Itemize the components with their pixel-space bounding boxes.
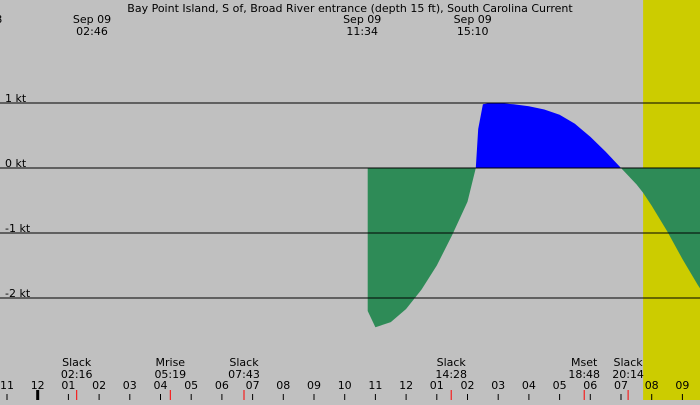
x-tick-label: 02: [92, 379, 106, 392]
x-tick-label: 09: [675, 379, 689, 392]
flood-current-area: [367, 103, 700, 168]
event-label: Sep 09: [454, 13, 492, 26]
y-tick-label: -1 kt: [5, 222, 31, 235]
x-tick-label: 01: [61, 379, 75, 392]
x-tick-label: 02: [461, 379, 475, 392]
x-tick-label: 08: [276, 379, 290, 392]
y-tick-label: -2 kt: [5, 287, 31, 300]
x-tick-label: 04: [154, 379, 168, 392]
x-tick-label: 04: [522, 379, 536, 392]
event-label: Sep 08: [0, 13, 2, 26]
event-label: Mset: [571, 356, 598, 369]
event-label: Sep 09: [343, 13, 381, 26]
event-label: Sep 09: [73, 13, 111, 26]
x-tick-label: 05: [553, 379, 567, 392]
x-tick-label: 05: [184, 379, 198, 392]
x-tick-label: 10: [338, 379, 352, 392]
x-tick-label: 11: [368, 379, 382, 392]
chart-title: Bay Point Island, S of, Broad River entr…: [127, 2, 573, 15]
x-tick-label: 08: [645, 379, 659, 392]
x-tick-label: 11: [0, 379, 14, 392]
x-tick-label: 06: [583, 379, 597, 392]
x-axis: 11 12 01 02 03 04 05 06 07 08 09 10 11 12 01 02 03 04 05 06…: [0, 379, 689, 400]
ebb-current-area: [367, 168, 700, 328]
event-label: Slack: [613, 356, 643, 369]
event-time: 14:28: [435, 368, 467, 381]
x-tick-label: 12: [399, 379, 413, 392]
y-tick-label: 0 kt: [5, 157, 27, 170]
event-time: 05:19: [154, 368, 186, 381]
x-tick-label: 07: [614, 379, 628, 392]
event-time: 02:46: [76, 25, 108, 38]
event-label: Mrise: [156, 356, 186, 369]
x-tick-label: 09: [307, 379, 321, 392]
x-tick-label: 03: [491, 379, 505, 392]
x-tick-label: 06: [215, 379, 229, 392]
x-tick-label: 07: [246, 379, 260, 392]
event-time: 11:34: [346, 25, 378, 38]
midnight-tick: [36, 390, 40, 400]
y-tick-label: 1 kt: [5, 92, 27, 105]
event-time: 07:43: [228, 368, 260, 381]
event-time: 02:16: [61, 368, 93, 381]
event-label: Slack: [62, 356, 92, 369]
x-tick-label: 12: [31, 379, 45, 392]
x-tick-label: 01: [430, 379, 444, 392]
event-time: 18:48: [568, 368, 600, 381]
event-time: 15:10: [457, 25, 489, 38]
event-label: Slack: [229, 356, 259, 369]
y-gridlines: [0, 102, 700, 299]
y-axis-labels: 1 kt 0 kt -1 kt -2 kt: [5, 92, 31, 300]
event-time: 20:14: [612, 368, 644, 381]
x-tick-label: 03: [123, 379, 137, 392]
event-label: Slack: [437, 356, 467, 369]
